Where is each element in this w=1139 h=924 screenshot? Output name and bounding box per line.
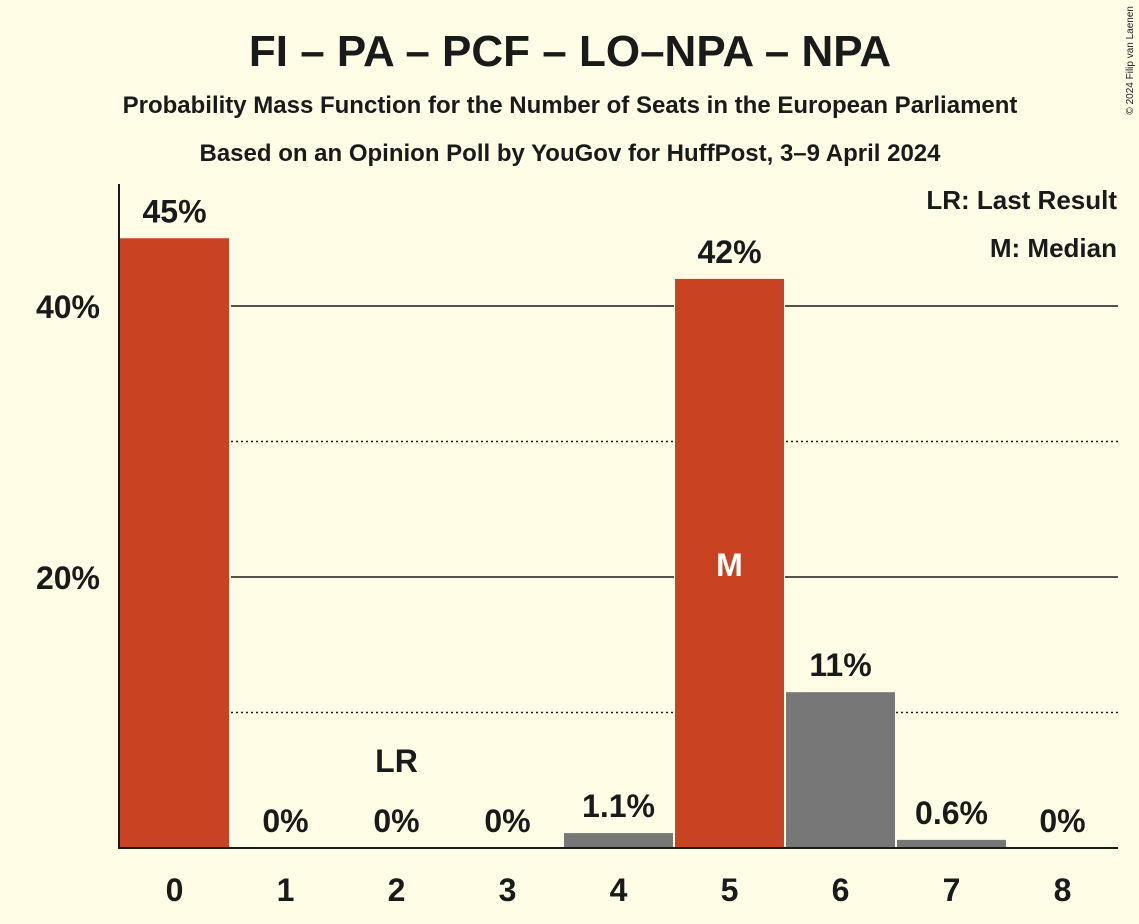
x-tick-label: 3 <box>499 872 517 908</box>
bar-seats-4 <box>564 833 673 848</box>
x-tick-label: 4 <box>610 872 628 908</box>
x-tick-label: 8 <box>1054 872 1072 908</box>
median-marker: M <box>716 547 743 583</box>
x-tick-label: 5 <box>721 872 739 908</box>
x-tick-label: 1 <box>277 872 295 908</box>
y-tick-label: 20% <box>36 560 100 596</box>
chart-subtitle: Probability Mass Function for the Number… <box>123 92 1018 119</box>
axes: 20% 40% 0 1 2 3 4 5 6 7 8 <box>36 184 1118 908</box>
x-tick-label: 7 <box>943 872 961 908</box>
bar-value-label: 0% <box>373 803 419 839</box>
bar-value-label: 11% <box>809 647 871 683</box>
x-tick-label: 0 <box>166 872 184 908</box>
bar-value-label: 45% <box>142 193 206 229</box>
legend-last-result: LR: Last Result <box>926 185 1117 215</box>
bar-value-label: 0% <box>1039 803 1085 839</box>
bars <box>119 238 1007 848</box>
bar-seats-0 <box>120 238 229 848</box>
copyright-text: © 2024 Filip van Laenen <box>1125 6 1136 115</box>
bar-value-label: 0.6% <box>915 795 988 831</box>
chart-title: FI – PA – PCF – LO–NPA – NPA <box>249 27 891 76</box>
bar-seats-6 <box>786 692 895 848</box>
y-tick-label: 40% <box>36 289 100 325</box>
legend-median: M: Median <box>990 233 1117 263</box>
bar-seats-5 <box>675 278 784 848</box>
bar-seats-7 <box>897 839 1006 848</box>
x-tick-label: 6 <box>832 872 850 908</box>
bar-value-label: 0% <box>262 803 308 839</box>
x-tick-label: 2 <box>388 872 406 908</box>
last-result-marker: LR <box>375 743 418 779</box>
bar-value-label: 0% <box>484 803 530 839</box>
bar-value-label: 42% <box>697 234 761 270</box>
data-labels: 45% 0% 0% 0% 1.1% 42% 11% 0.6% 0% LR M <box>142 193 1085 839</box>
bar-value-label: 1.1% <box>582 788 655 824</box>
chart-source: Based on an Opinion Poll by YouGov for H… <box>199 140 941 167</box>
